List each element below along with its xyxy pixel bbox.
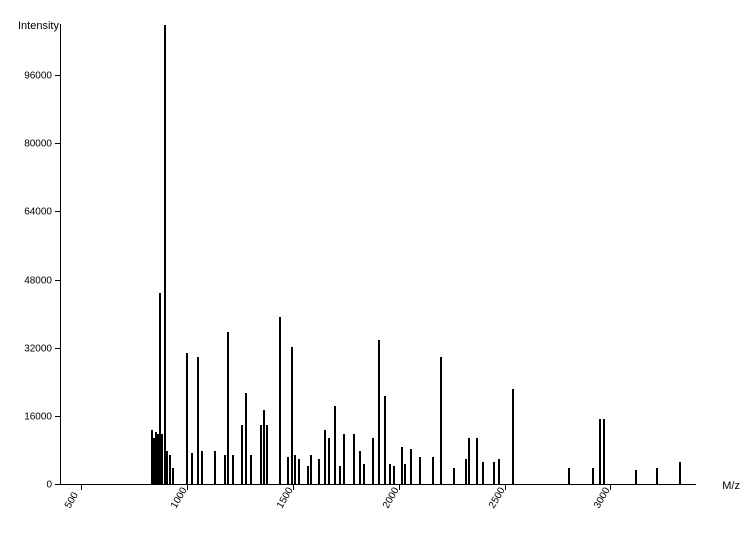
spectrum-peak: [191, 453, 193, 485]
y-tick: [55, 75, 60, 76]
y-tick-label: 96000: [12, 71, 52, 82]
spectrum-peak: [378, 340, 380, 485]
x-tick-label: 500: [63, 491, 81, 511]
spectrum-peak: [353, 434, 355, 485]
spectrum-peak: [172, 468, 174, 485]
spectrum-peak: [468, 438, 470, 485]
spectrum-peak: [419, 457, 421, 485]
y-tick-label: 32000: [12, 343, 52, 354]
spectrum-peak: [498, 459, 500, 485]
spectrum-peak: [166, 451, 168, 485]
spectrum-peak: [599, 419, 601, 485]
spectrum-peak: [493, 462, 495, 485]
spectrum-peak: [592, 468, 594, 485]
x-axis-label: M/z: [722, 480, 740, 492]
spectrum-peak: [201, 451, 203, 485]
spectrum-peak: [372, 438, 374, 485]
y-axis-label: Intensity: [18, 20, 59, 32]
y-tick-label: 0: [12, 480, 52, 491]
y-tick: [55, 348, 60, 349]
spectrum-peak: [328, 438, 330, 485]
y-tick: [55, 484, 60, 485]
x-tick-label: 1000: [169, 486, 190, 511]
spectrum-peak: [169, 455, 171, 485]
x-tick-label: 3000: [592, 486, 613, 511]
spectrum-peak: [401, 447, 403, 485]
spectrum-peak: [324, 430, 326, 485]
spectrum-peak: [279, 317, 281, 485]
spectrum-peak: [307, 466, 309, 485]
spectrum-peak: [453, 468, 455, 485]
spectrum-peak: [410, 449, 412, 485]
y-tick: [55, 280, 60, 281]
spectrum-peak: [310, 455, 312, 485]
y-tick-label: 64000: [12, 207, 52, 218]
x-tick: [81, 485, 82, 490]
y-tick: [55, 211, 60, 212]
x-tick-label: 2000: [381, 486, 402, 511]
spectrum-peak: [287, 457, 289, 485]
spectrum-peak: [298, 459, 300, 485]
spectrum-peak: [227, 332, 229, 485]
spectrum-peak: [404, 464, 406, 485]
spectrum-peak: [263, 410, 265, 485]
spectrum-peak: [250, 455, 252, 485]
spectrum-peak: [224, 455, 226, 485]
spectrum-peak: [656, 468, 658, 485]
spectrum-peak: [363, 464, 365, 485]
spectrum-peak: [393, 466, 395, 485]
spectrum-peak: [334, 406, 336, 485]
spectrum-peak: [241, 425, 243, 485]
spectrum-peak: [679, 462, 681, 485]
spectrum-peak: [318, 459, 320, 485]
x-tick-label: 2500: [487, 486, 508, 511]
y-tick-label: 80000: [12, 139, 52, 150]
mass-spectrum-chart: Intensity M/z 0 16000 32000 48000 64000 80000…: [0, 0, 750, 540]
spectrum-peak: [384, 396, 386, 485]
spectrum-peak: [164, 25, 166, 485]
y-tick-label: 48000: [12, 275, 52, 286]
spectrum-peak: [389, 464, 391, 485]
spectrum-peak: [161, 434, 163, 485]
y-tick-label: 16000: [12, 411, 52, 422]
y-tick: [55, 143, 60, 144]
x-tick-label: 1500: [275, 486, 296, 511]
spectrum-peak: [432, 457, 434, 485]
spectrum-peak: [482, 462, 484, 485]
spectrum-peak: [232, 455, 234, 485]
spectrum-peak: [339, 466, 341, 485]
spectrum-peak: [294, 455, 296, 485]
spectrum-peak: [635, 470, 637, 485]
spectrum-peak: [214, 451, 216, 485]
spectrum-peak: [512, 389, 514, 485]
spectrum-peak: [440, 357, 442, 485]
spectrum-peak: [476, 438, 478, 485]
spectrum-peak: [186, 353, 188, 485]
y-tick: [55, 416, 60, 417]
spectrum-peak: [359, 451, 361, 485]
spectrum-peak: [603, 419, 605, 485]
spectrum-peak: [343, 434, 345, 485]
spectrum-peak: [260, 425, 262, 485]
spectrum-peak: [266, 425, 268, 485]
spectrum-peak: [568, 468, 570, 485]
spectrum-peak: [197, 357, 199, 485]
spectrum-peak: [291, 347, 293, 485]
spectrum-peak: [245, 393, 247, 485]
